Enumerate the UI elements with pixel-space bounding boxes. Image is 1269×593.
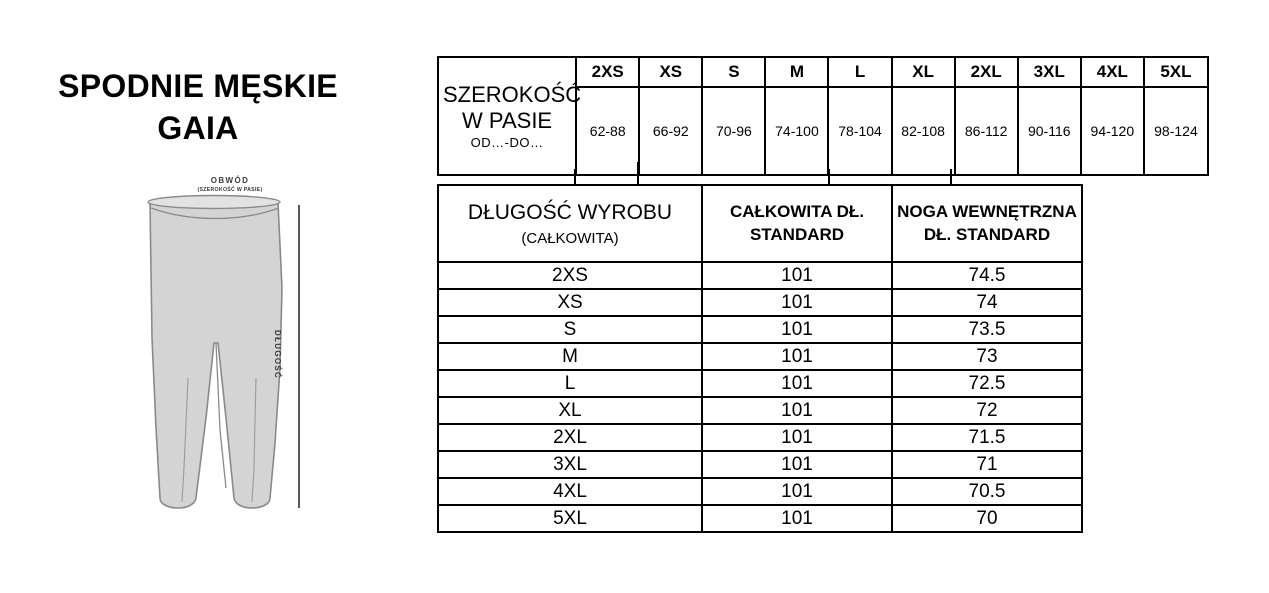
table-row: 5XL 101 70 <box>437 504 1083 533</box>
length-row-size: 2XS <box>437 261 703 290</box>
length-header-col1-sub: (CAŁKOWITA) <box>521 230 619 247</box>
length-row-inseam: 73.5 <box>891 315 1083 344</box>
length-row-inseam: 74 <box>891 288 1083 317</box>
length-row-total: 101 <box>701 288 893 317</box>
length-row-size: 5XL <box>437 504 703 533</box>
waistband-seam <box>150 207 280 220</box>
waistband-ellipse <box>147 194 281 210</box>
table-gap-tick-right <box>828 169 830 185</box>
waist-value-3xl: 90-116 <box>1016 86 1082 176</box>
table-gap-tick-far <box>950 169 952 185</box>
leg-split-right <box>215 342 227 489</box>
waist-value-5xl: 98-124 <box>1142 86 1210 176</box>
length-row-size: XL <box>437 396 703 425</box>
length-row-size: XS <box>437 288 703 317</box>
waist-value-m: 74-100 <box>764 86 830 176</box>
length-row-total: 101 <box>701 342 893 371</box>
table-row: XS 101 74 <box>437 288 1083 317</box>
length-row-inseam: 71.5 <box>891 423 1083 452</box>
table-row: M 101 73 <box>437 342 1083 371</box>
waist-measure-sublabel: (SZEROKOŚĆ W PASIE) <box>197 187 263 193</box>
table-row: 4XL 101 70.5 <box>437 477 1083 506</box>
waist-measure-label: OBWÓD <box>210 176 250 185</box>
length-header-total: CAŁKOWITA DŁ. STANDARD <box>701 184 893 263</box>
waist-size-2xl: 2XL <box>953 56 1019 88</box>
length-header-col1-main: DŁUGOŚĆ WYROBU <box>467 200 673 224</box>
table-row: L 101 72.5 <box>437 369 1083 398</box>
waist-size-xl: XL <box>890 56 956 88</box>
trousers-illustration <box>147 194 300 509</box>
table-row: 3XL 101 71 <box>437 450 1083 479</box>
waist-label-line2: W PASIE <box>462 108 553 134</box>
table-row: S 101 73.5 <box>437 315 1083 344</box>
length-size-table: DŁUGOŚĆ WYROBU (CAŁKOWITA) CAŁKOWITA DŁ.… <box>437 184 1083 533</box>
waist-value-xs: 66-92 <box>638 86 704 176</box>
waist-value-s: 70-96 <box>701 86 767 176</box>
length-row-inseam: 74.5 <box>891 261 1083 290</box>
table-row: 2XL 101 71.5 <box>437 423 1083 452</box>
length-row-total: 101 <box>701 315 893 344</box>
length-header-inseam: NOGA WEWNĘTRZNA DŁ. STANDARD <box>891 184 1083 263</box>
length-row-inseam: 72.5 <box>891 369 1083 398</box>
waist-size-s: S <box>701 56 767 88</box>
waist-size-xs: XS <box>638 56 704 88</box>
waist-value-2xl: 86-112 <box>953 86 1019 176</box>
length-measure-label: DŁUGOŚĆ <box>273 330 282 380</box>
trousers-diagram <box>130 168 330 520</box>
waist-size-3xl: 3XL <box>1016 56 1082 88</box>
waist-size-5xl: 5XL <box>1142 56 1210 88</box>
length-row-inseam: 70 <box>891 504 1083 533</box>
length-row-size: 3XL <box>437 450 703 479</box>
table-row: 2XS 101 74.5 <box>437 261 1083 290</box>
page-title: SPODNIE MĘSKIE GAIA <box>0 66 436 149</box>
length-row-size: S <box>437 315 703 344</box>
length-row-inseam: 72 <box>891 396 1083 425</box>
table-row: XL 101 72 <box>437 396 1083 425</box>
waist-size-header-row: SZEROKOŚĆ W PASIE OD…-DO… 2XS XS S M L X… <box>436 56 1210 176</box>
length-row-total: 101 <box>701 369 893 398</box>
table-gap-tick-mid <box>637 162 639 185</box>
length-row-total: 101 <box>701 504 893 533</box>
waist-size-table: SZEROKOŚĆ W PASIE OD…-DO… 2XS XS S M L X… <box>436 56 1210 176</box>
waist-value-2xs: 62-88 <box>575 86 641 176</box>
length-row-total: 101 <box>701 396 893 425</box>
waist-row-label: SZEROKOŚĆ W PASIE OD…-DO… <box>436 56 582 176</box>
right-leg-crease <box>251 377 257 503</box>
length-row-inseam: 70.5 <box>891 477 1083 506</box>
length-row-size: 4XL <box>437 477 703 506</box>
length-row-size: L <box>437 369 703 398</box>
waist-label-sub: OD…-DO… <box>470 134 544 150</box>
length-row-total: 101 <box>701 450 893 479</box>
product-title-line2: GAIA <box>157 109 239 146</box>
waist-value-l: 78-104 <box>827 86 893 176</box>
left-panel: SPODNIE MĘSKIE GAIA OBWÓD (SZEROKOŚĆ W P… <box>0 0 436 593</box>
length-row-inseam: 71 <box>891 450 1083 479</box>
length-row-total: 101 <box>701 261 893 290</box>
waist-size-4xl: 4XL <box>1079 56 1145 88</box>
length-row-total: 101 <box>701 423 893 452</box>
waist-value-row: 62-88 66-92 70-96 74-100 78-104 82-108 8… <box>438 86 1210 176</box>
waist-size-l: L <box>827 56 893 88</box>
length-row-inseam: 73 <box>891 342 1083 371</box>
length-row-total: 101 <box>701 477 893 506</box>
product-title-line1: SPODNIE MĘSKIE <box>58 68 338 104</box>
left-leg-crease <box>181 377 189 503</box>
waist-size-2xs: 2XS <box>575 56 641 88</box>
length-header-row: DŁUGOŚĆ WYROBU (CAŁKOWITA) CAŁKOWITA DŁ.… <box>437 184 1083 263</box>
length-header-col1: DŁUGOŚĆ WYROBU (CAŁKOWITA) <box>437 184 703 263</box>
table-gap-tick-left <box>574 169 576 185</box>
waist-value-xl: 82-108 <box>890 86 956 176</box>
length-row-size: M <box>437 342 703 371</box>
length-row-size: 2XL <box>437 423 703 452</box>
waist-size-m: M <box>764 56 830 88</box>
waist-value-4xl: 94-120 <box>1079 86 1145 176</box>
waist-label-main: SZEROKOŚĆ <box>443 81 582 107</box>
